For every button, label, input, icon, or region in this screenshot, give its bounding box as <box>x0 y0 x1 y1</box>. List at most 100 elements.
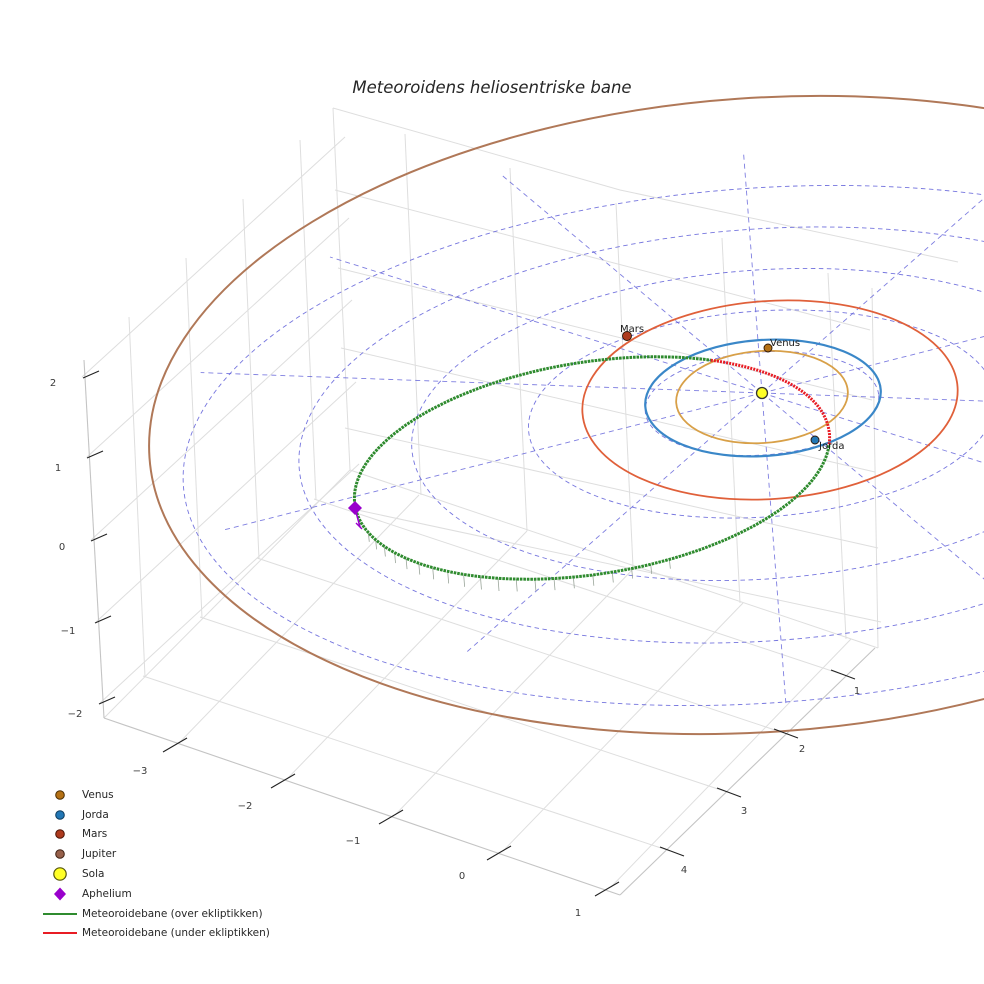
pane-gridline <box>337 267 873 401</box>
mars-orbit <box>581 299 959 501</box>
z-tick <box>82 370 100 379</box>
pane-gridline <box>313 498 842 675</box>
meteoroid-stem <box>631 568 634 579</box>
meteoroid-stem <box>375 539 377 550</box>
pane-gridline <box>827 272 847 640</box>
legend-row-0: Venus <box>38 785 270 805</box>
pane-gridline <box>95 381 357 623</box>
x-tick-label: 1 <box>575 908 581 919</box>
legend-label: Sola <box>82 868 105 881</box>
legend-label: Meteoroidebane (over ekliptikken) <box>82 907 263 920</box>
polar-radial <box>761 197 984 394</box>
y-tick-label: 4 <box>681 865 687 876</box>
mars-marker <box>622 331 632 341</box>
y-tick-label: 3 <box>741 806 747 817</box>
meteoroid-stem <box>572 577 575 589</box>
pane-gridline <box>90 299 353 541</box>
pane-gridline <box>610 638 852 888</box>
z-tick-label: 2 <box>50 378 56 389</box>
legend-label: Jupiter <box>82 848 117 861</box>
sun-marker <box>755 386 769 400</box>
legend-diamond-icon <box>38 885 82 903</box>
polar-radial <box>761 392 984 402</box>
polar-ring-4 <box>298 226 984 644</box>
pane-gridline <box>344 427 879 549</box>
y-tick-label: 1 <box>854 686 860 697</box>
meteoroid-stem <box>497 578 500 592</box>
jupiter-orbit <box>148 94 984 736</box>
legend-row-5: Aphelium <box>38 884 270 904</box>
legend-big-dot-icon <box>38 865 82 883</box>
x-tick <box>162 737 188 753</box>
jorda-marker <box>810 435 820 445</box>
pane-gridline <box>615 202 634 568</box>
legend-row-1: Jorda <box>38 805 270 825</box>
pane-gridline <box>340 347 876 473</box>
z-tick <box>90 533 108 542</box>
x-tick-label: −1 <box>346 836 361 847</box>
meteoroid-stem <box>367 532 370 542</box>
axis-spine <box>103 717 621 896</box>
polar-radial <box>501 174 763 394</box>
axis-spine <box>83 359 105 719</box>
polar-ring-5 <box>182 185 984 706</box>
pane-gridline <box>178 494 420 744</box>
mars-label: Mars <box>620 324 644 335</box>
meteoroid-stem <box>515 579 518 592</box>
z-tick-label: 1 <box>55 463 61 474</box>
legend-line-icon <box>38 910 82 918</box>
legend-row-2: Mars <box>38 825 270 845</box>
meteoroid-stem <box>592 574 595 586</box>
meteoroid-stem <box>650 564 653 574</box>
y-tick <box>773 728 799 739</box>
legend: Venus Jorda Mars Jupiter Sola Aphelium Meteoro… <box>38 785 270 943</box>
y-tick <box>830 669 856 680</box>
legend-label: Mars <box>82 828 108 841</box>
x-tick <box>486 845 512 861</box>
z-tick-label: −2 <box>68 709 83 720</box>
jorda-label: Jorda <box>818 441 844 452</box>
aphelium-marker <box>348 501 362 515</box>
z-tick-label: −1 <box>61 626 76 637</box>
pane-gridline <box>199 616 728 793</box>
x-tick <box>594 881 620 897</box>
x-tick-label: 0 <box>459 871 465 882</box>
plot-title: Meteoroidens heliosentriske bane <box>352 78 632 97</box>
polar-radial <box>465 392 763 654</box>
pane-gridline <box>509 167 528 532</box>
meteoroid-stem <box>418 563 421 575</box>
y-tick-label: 2 <box>799 744 805 755</box>
pane-gridline <box>347 507 882 623</box>
meteoroid-orbit-below <box>710 358 832 446</box>
x-tick <box>270 773 296 789</box>
meteoroid-orbit-above <box>352 355 831 581</box>
y-tick <box>659 846 685 857</box>
aphelium-cross <box>355 522 363 530</box>
z-tick <box>86 450 104 459</box>
polar-radial <box>761 392 787 707</box>
pane-gridline <box>242 198 260 560</box>
polar-radial <box>224 392 763 531</box>
z-tick-label: 0 <box>59 542 65 553</box>
meteoroid-stem <box>447 571 450 584</box>
jorda-orbit <box>644 338 882 458</box>
venus-marker <box>763 343 773 353</box>
pane-gridline <box>871 287 879 649</box>
legend-dot-icon <box>38 807 82 823</box>
legend-row-4: Sola <box>38 864 270 884</box>
axis-spine <box>619 647 876 896</box>
polar-radial <box>761 392 984 580</box>
pane-gridline <box>86 217 350 458</box>
pane-gridline <box>619 189 959 263</box>
polar-radial <box>743 151 763 394</box>
legend-label: Jorda <box>82 808 109 821</box>
legend-row-7: Meteoroidebane (under ekliptikken) <box>38 924 270 944</box>
legend-row-3: Jupiter <box>38 844 270 864</box>
legend-label: Aphelium <box>82 887 132 900</box>
polar-radial <box>329 256 763 394</box>
pane-gridline <box>103 469 351 719</box>
pane-gridline <box>349 469 879 649</box>
pane-gridline <box>299 139 317 501</box>
